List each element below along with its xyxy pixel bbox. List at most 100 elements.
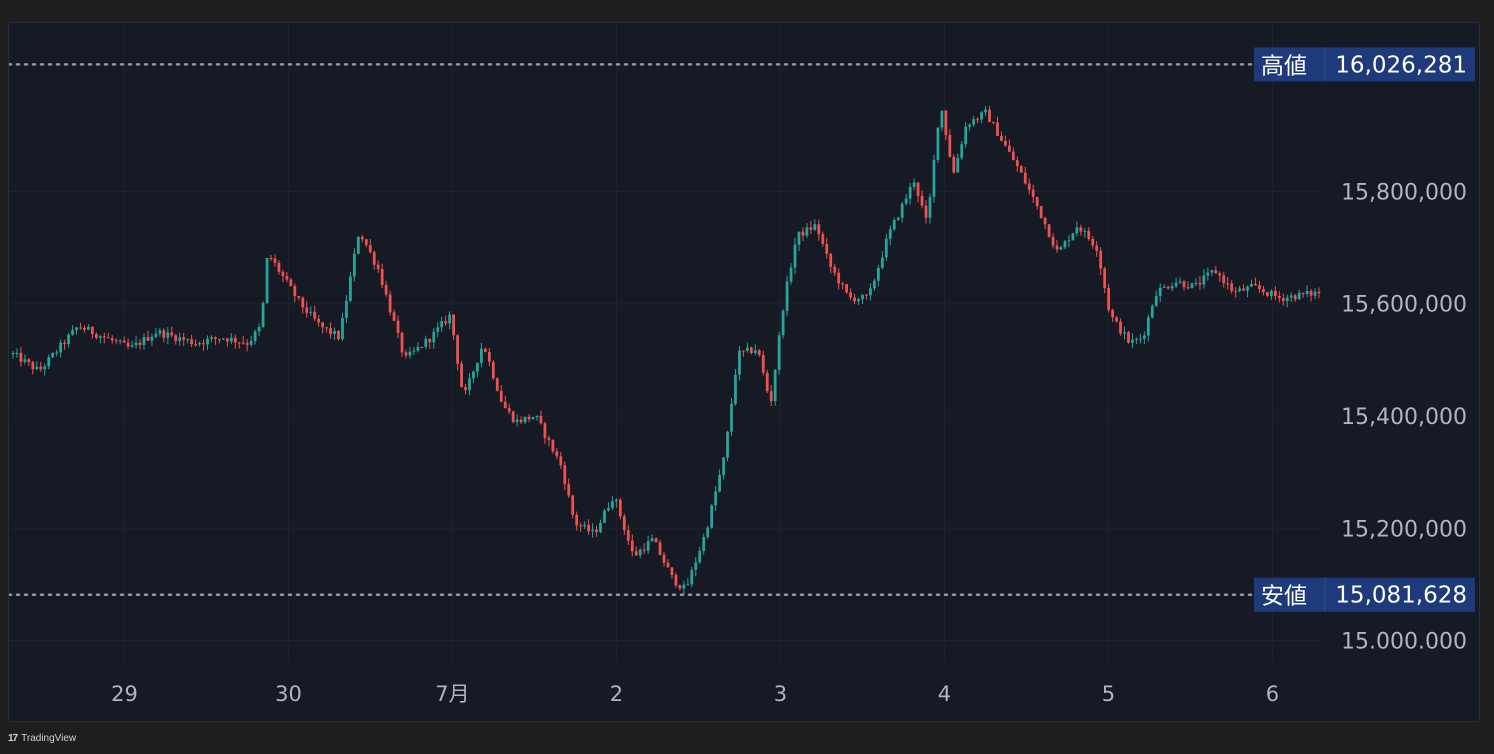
candle — [702, 533, 706, 555]
candle — [1246, 285, 1249, 298]
candle — [368, 239, 372, 254]
candle — [43, 363, 47, 376]
candle — [349, 271, 352, 303]
candle — [476, 362, 479, 378]
candle — [444, 315, 448, 326]
candle — [329, 322, 332, 339]
candle — [805, 222, 809, 239]
candle — [416, 342, 420, 353]
candle — [182, 332, 186, 346]
candle — [241, 335, 245, 345]
candle — [261, 301, 265, 328]
candle — [888, 225, 892, 246]
candle — [277, 260, 281, 275]
candle — [392, 309, 396, 322]
candle — [1317, 287, 1321, 299]
x-tick-label: 30 — [275, 682, 302, 706]
candle — [206, 335, 209, 350]
marker-labels: 高値 16,026,281 安値 15,081,628 — [1254, 47, 1475, 612]
candle — [293, 283, 297, 303]
candle — [904, 193, 908, 206]
candle — [686, 578, 690, 586]
candle — [225, 337, 229, 347]
candle — [138, 338, 142, 350]
candle — [1075, 221, 1079, 237]
candle — [777, 331, 781, 375]
y-tick-label: 15.000.000 — [1341, 630, 1467, 655]
candle — [1190, 283, 1194, 289]
x-tick-label: 5 — [1102, 682, 1115, 706]
candle — [98, 334, 102, 344]
candle — [559, 451, 563, 469]
candle — [1111, 308, 1114, 322]
candle — [337, 330, 340, 341]
candle — [1277, 291, 1281, 303]
candle — [658, 539, 662, 556]
candle — [567, 478, 571, 498]
candle — [1007, 139, 1011, 153]
candle — [845, 283, 849, 295]
x-tick-label: 3 — [774, 682, 787, 706]
candle — [1198, 276, 1202, 290]
candle — [297, 295, 301, 301]
x-tick-label: 29 — [111, 682, 138, 706]
candle — [289, 277, 293, 287]
candle — [626, 525, 630, 546]
candle — [1266, 291, 1269, 298]
candle — [571, 494, 575, 519]
candle — [233, 334, 237, 349]
candle — [102, 332, 106, 344]
candle — [785, 275, 789, 317]
candle — [757, 348, 761, 357]
candle — [682, 580, 686, 595]
candle — [265, 257, 269, 304]
candle — [984, 106, 987, 117]
candle — [972, 115, 976, 127]
candle — [551, 439, 555, 454]
candle — [531, 416, 535, 420]
candle — [210, 335, 213, 343]
candle — [1127, 330, 1130, 344]
candle — [642, 543, 646, 555]
candle — [1210, 269, 1214, 276]
candle — [932, 154, 936, 204]
candle — [857, 297, 860, 305]
candle — [341, 312, 344, 341]
footer-brand[interactable]: 17 TradingView — [8, 729, 76, 747]
candle — [896, 217, 900, 221]
high-value-text: 16,026,281 — [1335, 52, 1467, 78]
candle — [690, 567, 694, 588]
candle — [1039, 205, 1043, 219]
candle — [833, 263, 837, 277]
candle — [1285, 294, 1289, 308]
candle — [519, 416, 523, 424]
candle — [924, 199, 928, 224]
candle — [908, 182, 912, 205]
candle — [487, 348, 491, 367]
candle — [273, 254, 277, 267]
x-tick-label: 6 — [1266, 682, 1279, 706]
candle — [622, 513, 626, 536]
candle — [75, 326, 78, 335]
candle — [190, 334, 194, 348]
candle — [801, 227, 805, 241]
candle — [797, 231, 801, 252]
candle — [166, 327, 170, 345]
candlestick-chart[interactable]: 15,800,000 15,600,000 15,400,000 15,200,000… — [9, 23, 1481, 723]
candle — [198, 341, 201, 347]
candle — [1313, 288, 1317, 300]
candle — [928, 193, 932, 224]
candle — [662, 551, 666, 567]
candle — [773, 369, 777, 406]
candle — [83, 325, 86, 333]
candle — [1214, 265, 1218, 274]
candle — [456, 334, 459, 371]
candle — [499, 385, 503, 403]
candle — [186, 338, 190, 344]
candle — [535, 415, 539, 421]
candle — [464, 384, 467, 395]
candle — [448, 311, 452, 330]
candle — [884, 233, 888, 261]
candle — [372, 250, 376, 270]
candle — [174, 333, 178, 345]
